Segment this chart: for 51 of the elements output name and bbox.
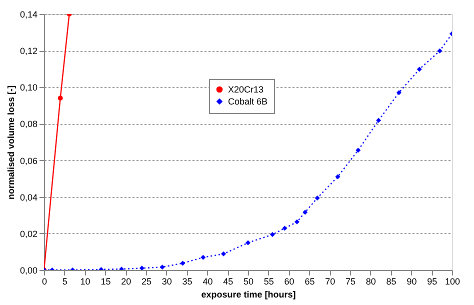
x-tick-label: 80 (366, 276, 376, 286)
x-tick-label: 65 (304, 276, 315, 286)
point (270, 232, 275, 238)
x-tick-label: 90 (406, 276, 417, 286)
x-axis-title: exposure time [hours] (201, 290, 296, 300)
x-tick-label: 35 (182, 276, 192, 286)
point (160, 264, 165, 270)
point (335, 174, 340, 180)
y-axis-title: normalised volume loss [-] (6, 85, 16, 200)
y-tick-label: 0,04 (20, 192, 38, 202)
x-tick-label: 0 (42, 276, 48, 286)
point (282, 226, 288, 231)
x-tick-label: 75 (345, 276, 356, 286)
x-tick-label: 15 (100, 276, 111, 286)
x-tick-label: 45 (223, 276, 234, 286)
x-tick-label: 10 (80, 276, 90, 286)
x-tick-label: 40 (202, 276, 213, 286)
x-tick-label: 55 (264, 276, 274, 286)
legend-label: X20Cr13 (228, 84, 264, 94)
x-tick-label: 5 (62, 276, 68, 286)
x-tick-label: 60 (284, 276, 294, 286)
x-tick-label: 95 (427, 276, 438, 286)
x-tick-label: 85 (386, 276, 396, 286)
x-tick-label: 20 (121, 276, 132, 286)
point (139, 266, 144, 270)
y-tick-label: 0,08 (20, 119, 38, 130)
y-tick-label: 0,00 (20, 266, 38, 276)
y-tick-label: 0,14 (20, 10, 38, 20)
point (294, 219, 300, 224)
point (221, 251, 226, 256)
x-tick-label: 25 (141, 276, 152, 286)
y-tick-label: 0,10 (20, 82, 38, 93)
legend-label: Cobalt 6B (228, 96, 268, 106)
point (58, 96, 63, 101)
point (302, 210, 308, 215)
point (396, 90, 402, 96)
y-tick-label: 0,06 (20, 156, 38, 166)
x-tick-label: 100 (444, 276, 460, 286)
y-tick-label: 0,02 (20, 228, 38, 239)
x-tick-label: 50 (243, 276, 254, 286)
point (246, 240, 250, 246)
point (437, 48, 442, 54)
point (180, 260, 186, 266)
y-tick-label: 0,12 (20, 46, 38, 56)
x-tick-label: 70 (325, 276, 336, 286)
point (416, 66, 422, 72)
x-tick-label: 30 (162, 276, 172, 286)
point (200, 254, 206, 260)
point (356, 148, 361, 153)
point (314, 195, 320, 200)
point (376, 118, 382, 123)
